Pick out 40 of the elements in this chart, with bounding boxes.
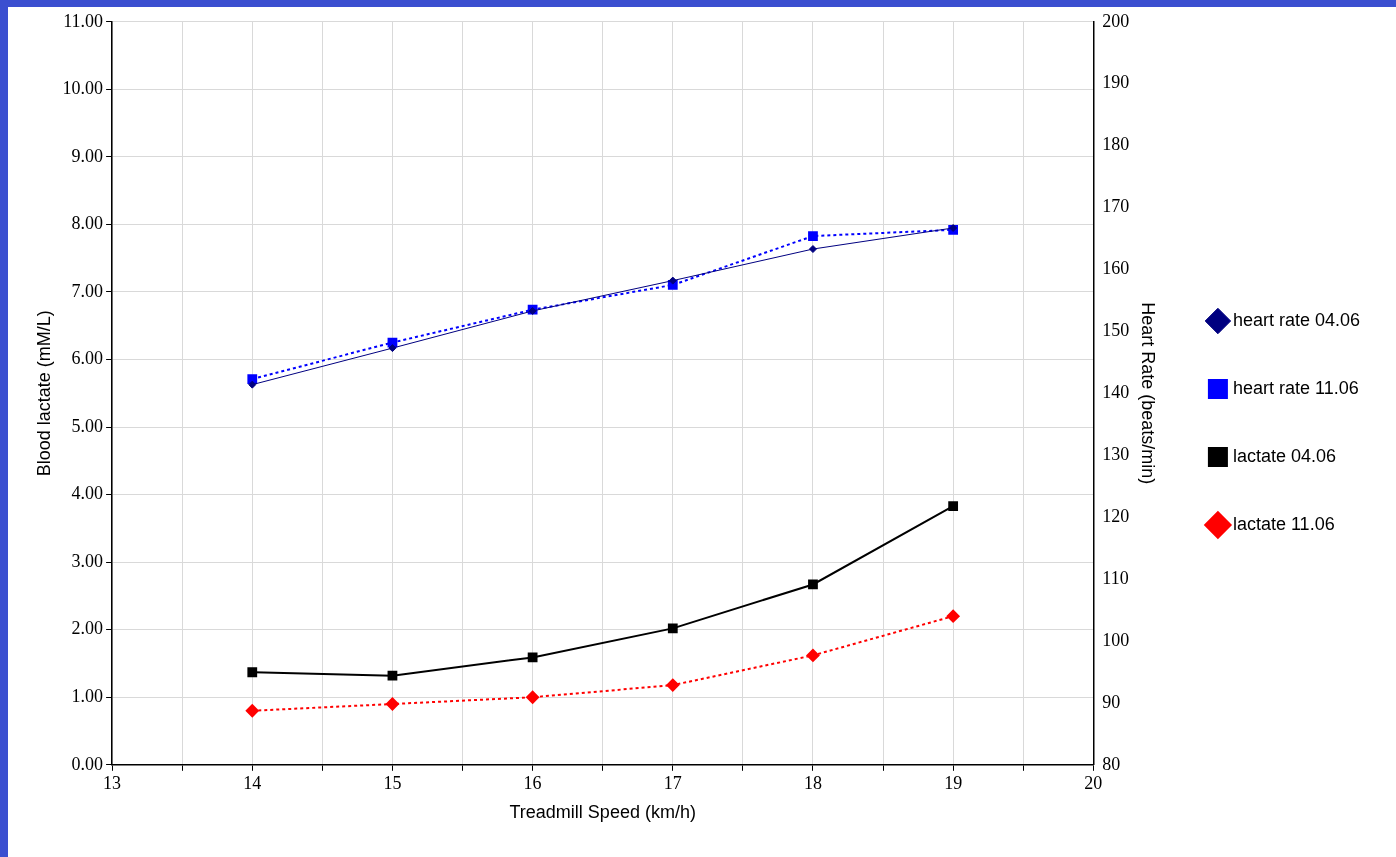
x-tick-label: 15 [383,773,402,794]
y-tick-label: 5.00 [71,415,104,436]
legend-label: heart rate 11.06 [1232,377,1359,398]
x-tick-label: 13 [103,773,122,794]
y2-tick-label: 100 [1102,629,1130,650]
y-tick-label: 9.00 [71,145,104,166]
y-tick-label: 2.00 [71,618,104,639]
y2-axis-title: Heart Rate (beats/min) [1138,302,1159,485]
y-tick-label: 6.00 [71,348,104,369]
x-tick-label: 20 [1084,773,1103,794]
y2-tick-label: 160 [1102,258,1130,279]
legend-label: heart rate 04.06 [1232,309,1360,330]
y2-tick-label: 170 [1102,196,1130,217]
y2-tick-label: 120 [1102,505,1130,526]
y2-tick-label: 80 [1102,753,1121,774]
y-tick-label: 0.00 [71,753,104,774]
x-tick-label: 16 [523,773,542,794]
y2-tick-label: 190 [1102,72,1130,93]
y-tick-label: 11.00 [63,10,104,31]
legend-label: lactate 11.06 [1232,513,1335,534]
y2-tick-label: 200 [1102,10,1130,31]
y-tick-label: 3.00 [71,550,104,571]
y-tick-label: 4.00 [71,483,104,504]
x-tick-label: 17 [663,773,682,794]
y2-tick-label: 180 [1102,134,1130,155]
y2-tick-label: 130 [1102,443,1130,464]
x-tick-label: 18 [803,773,822,794]
y2-tick-label: 140 [1102,382,1130,403]
y2-tick-label: 90 [1102,691,1121,712]
y-axis-title: Blood lactate (mM/L) [33,310,54,477]
x-tick-label: 14 [243,773,262,794]
y2-tick-label: 110 [1102,567,1129,588]
y2-tick-label: 150 [1102,320,1130,341]
y-tick-label: 10.00 [62,78,104,99]
legend-label: lactate 04.06 [1232,445,1336,466]
y-tick-label: 8.00 [71,213,104,234]
y-tick-label: 7.00 [71,280,104,301]
x-tick-label: 19 [944,773,963,794]
x-axis-title: Treadmill Speed (km/h) [509,802,696,823]
y-tick-label: 1.00 [71,685,104,706]
